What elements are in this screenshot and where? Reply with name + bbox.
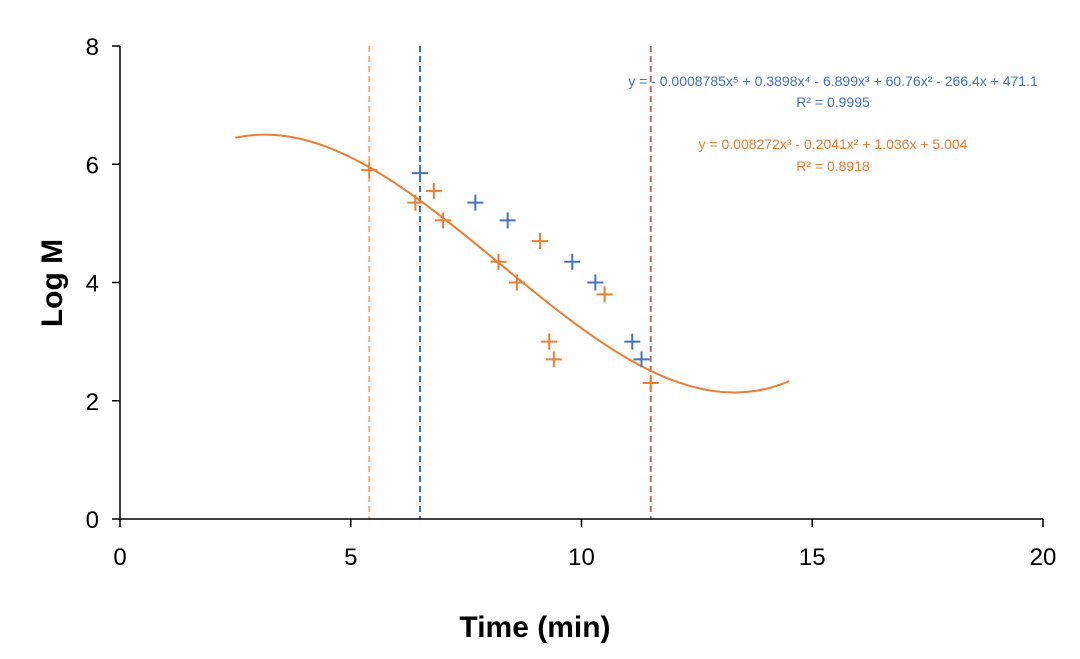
blue-trendline-r2: R² = 0.9995 [796, 94, 870, 110]
data-point-0-4 [587, 274, 604, 291]
y-tick-label: 2 [86, 389, 99, 416]
data-point-0-2 [499, 212, 516, 229]
x-tick-label: 10 [568, 544, 595, 571]
data-point-1-8 [545, 351, 562, 368]
y-tick-label: 0 [86, 507, 99, 534]
x-axis-title: Time (min) [459, 611, 610, 644]
orange-trendline-equation: y = 0.008272x³ - 0.2041x² + 1.036x + 5.0… [699, 136, 968, 152]
data-point-0-6 [633, 351, 650, 368]
data-point-1-9 [596, 286, 613, 303]
plot-area [235, 46, 790, 519]
data-point-1-7 [541, 333, 558, 350]
data-point-0-0 [411, 165, 428, 182]
data-point-1-1 [407, 194, 424, 211]
data-point-1-10 [642, 375, 659, 392]
y-tick-label: 8 [86, 34, 99, 61]
x-tick-label: 0 [113, 544, 126, 571]
orange-trendline-r2: R² = 0.8918 [796, 158, 870, 174]
trendline-1 [235, 133, 790, 394]
data-point-1-0 [361, 162, 378, 179]
data-point-1-6 [531, 233, 548, 250]
data-point-1-4 [490, 253, 507, 270]
x-tick-label: 5 [344, 544, 357, 571]
data-point-1-2 [425, 182, 442, 199]
data-point-0-5 [624, 333, 641, 350]
x-tick-label: 20 [1030, 544, 1057, 571]
data-point-0-3 [564, 253, 581, 270]
y-tick-label: 4 [86, 271, 99, 298]
axes: 0 5 10 15 20 0 2 4 6 8 [86, 34, 1057, 571]
x-tick-label: 15 [799, 544, 826, 571]
blue-trendline-equation: y = - 0.0008785x⁵ + 0.3898x⁴ - 6.899x³ +… [628, 73, 1038, 89]
data-point-0-1 [467, 194, 484, 211]
y-axis-title: Log M [36, 239, 69, 327]
labels: Time (min) Log M y = - 0.0008785x⁵ + 0.3… [36, 73, 1038, 644]
y-tick-label: 6 [86, 152, 99, 179]
data-point-1-5 [508, 274, 525, 291]
data-point-1-3 [435, 212, 452, 229]
